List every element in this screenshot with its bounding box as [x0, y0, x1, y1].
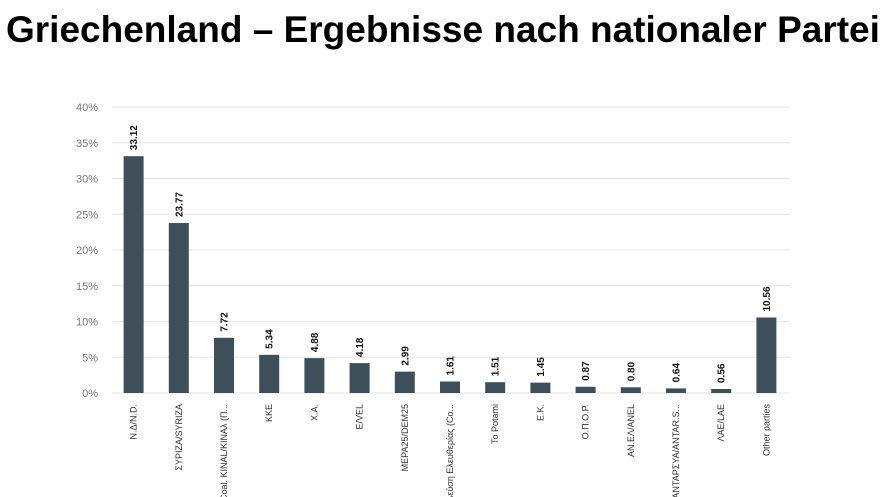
x-tick-label: E/VEL: [355, 404, 365, 430]
data-label: 4.18: [355, 337, 366, 357]
y-tick-label: 25%: [76, 209, 98, 221]
bar: [259, 354, 280, 393]
y-tick-label: 40%: [76, 102, 98, 114]
x-tick-label: O.Π.Ο.Ρ.: [581, 404, 591, 439]
data-label: 0.87: [581, 361, 592, 381]
bar: [530, 382, 551, 393]
x-tick-label: ΣΥΡΙΖΑ/SYRIZA: [174, 404, 184, 471]
x-axis-labels: N.Δ/N.D. ΣΥΡΙΖΑ/SYRIZA Coal. KINAL/KINAλ (…: [129, 404, 772, 497]
bar: [168, 223, 189, 393]
page-title: Griechenland – Ergebnisse nach nationale…: [6, 9, 880, 50]
bar: [485, 382, 506, 393]
data-label: 4.88: [310, 332, 321, 352]
data-label: 5.34: [265, 329, 276, 349]
x-tick-label: Coal. KINAL/KINAλ (Π...: [219, 404, 229, 497]
x-tick-label: KKE: [264, 404, 274, 422]
y-tick-label: 10%: [76, 317, 98, 329]
bar: [349, 363, 370, 393]
data-label: 0.80: [626, 361, 637, 381]
bar: [756, 317, 777, 393]
x-tick-label: X.A.: [309, 404, 319, 421]
x-tick-label: AN.EΛ/ANEL: [626, 404, 636, 457]
data-label: 1.61: [446, 356, 457, 376]
x-tick-label: N.Δ/N.D.: [129, 404, 139, 440]
y-axis-ticks: 0% 5% 10% 15% 20% 25% 30% 35% 40%: [76, 102, 98, 400]
data-labels: 33.12 23.77 7.72 5.34 4.88 4.18 2.99 1.61 1.51 1.…: [129, 125, 773, 383]
data-label: 10.56: [762, 286, 773, 311]
bar: [123, 156, 144, 393]
data-label: 2.99: [400, 346, 411, 366]
data-label: 1.45: [536, 357, 547, 377]
data-label: 0.56: [717, 363, 728, 383]
bar: [394, 371, 415, 393]
bar: [304, 358, 325, 393]
x-tick-label: To Potami: [490, 404, 500, 444]
bar: [214, 337, 234, 393]
x-tick-label: ANTAPΣYA/ANTAR.S...: [671, 404, 681, 497]
bar: [575, 386, 596, 393]
data-label: 1.51: [491, 356, 502, 376]
bar: [711, 388, 732, 393]
y-tick-label: 15%: [76, 281, 98, 293]
x-tick-label: Other parties: [761, 404, 771, 457]
gridlines: [112, 106, 790, 394]
bar: [620, 387, 641, 393]
y-tick-label: 20%: [76, 245, 98, 257]
x-tick-label: MEPA25/DEM25: [400, 404, 410, 471]
y-tick-label: 35%: [76, 138, 98, 150]
bar: [666, 388, 686, 393]
bars: [123, 156, 777, 393]
bar: [440, 381, 460, 393]
data-label: 7.72: [220, 312, 231, 332]
y-tick-label: 30%: [76, 174, 98, 186]
y-tick-label: 5%: [82, 352, 98, 364]
data-label: 0.64: [672, 363, 683, 383]
y-tick-label: 0%: [82, 388, 98, 400]
x-tick-label: Πλεύση Ελευθερίας (Co...: [445, 404, 455, 497]
data-label: 23.77: [174, 192, 185, 217]
x-tick-label: E.K.: [535, 404, 545, 421]
data-label: 33.12: [129, 125, 140, 150]
x-tick-label: ΛAE/LAE: [716, 404, 726, 442]
